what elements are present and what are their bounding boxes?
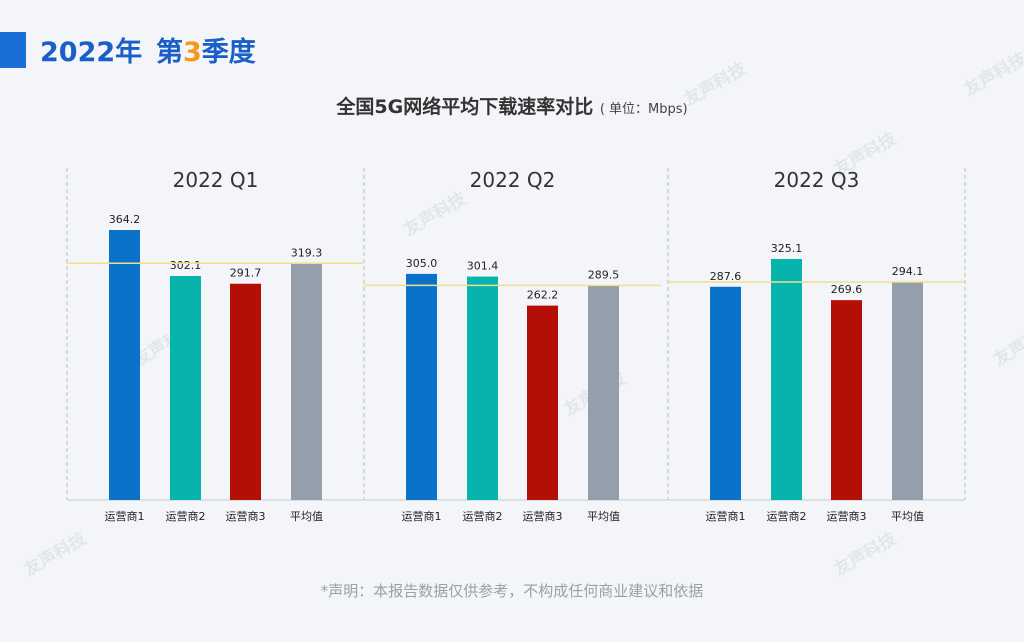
- category-label: 平均值: [891, 510, 924, 523]
- category-label: 运营商3: [827, 509, 867, 523]
- data-label: 364.2: [109, 213, 141, 226]
- chart-panel-1: 2022 Q1 364.2 运营商1 302.1 运营商2 291.7 运营商3 319.3 平…: [67, 168, 364, 523]
- bar-运营商1: [710, 286, 741, 500]
- bar-运营商2: [170, 276, 201, 500]
- header-accent-bar: [0, 32, 26, 68]
- data-label: 301.4: [467, 260, 499, 273]
- data-label: 305.0: [406, 257, 438, 270]
- bar-运营商3: [831, 300, 862, 500]
- quarter-number: 3: [183, 37, 202, 68]
- chart-panel-2: 2022 Q2 305.0 运营商1 301.4 运营商2 262.2 运营商3 289.5 平…: [364, 168, 661, 523]
- category-label: 平均值: [290, 510, 323, 523]
- chart-panel-3: 2022 Q3 287.6 运营商1 325.1 运营商2 269.6 运营商3 294.1 平…: [668, 168, 965, 523]
- category-label: 运营商3: [226, 509, 266, 523]
- data-label: 294.1: [892, 265, 924, 278]
- data-label: 319.3: [291, 246, 323, 259]
- category-label: 运营商3: [523, 509, 563, 523]
- bar-平均值: [892, 281, 923, 500]
- category-label: 运营商1: [402, 509, 442, 523]
- bar-运营商3: [527, 305, 558, 500]
- category-label: 运营商2: [767, 509, 807, 523]
- bar-平均值: [291, 263, 322, 500]
- quarter-suffix: 季度: [201, 37, 256, 68]
- panel-title: 2022 Q2: [470, 168, 556, 192]
- chart-title-text: 全国5G网络平均下载速率对比: [336, 96, 594, 118]
- data-label: 262.2: [527, 289, 559, 302]
- chart-unit: ( 单位：Mbps): [599, 102, 688, 117]
- bar-运营商1: [406, 273, 437, 500]
- bar-运营商1: [109, 230, 140, 500]
- header-quarter-title: 第3季度: [156, 30, 256, 69]
- panel-title: 2022 Q1: [173, 168, 259, 192]
- category-label: 平均值: [587, 510, 620, 523]
- category-label: 运营商1: [105, 509, 145, 523]
- data-label: 291.7: [230, 267, 262, 280]
- bar-平均值: [588, 285, 619, 500]
- data-label: 287.6: [710, 270, 742, 283]
- data-label: 269.6: [831, 283, 863, 296]
- category-label: 运营商1: [706, 509, 746, 523]
- data-label: 325.1: [771, 242, 803, 255]
- bar-运营商3: [230, 283, 261, 500]
- chart-title: 全国5G网络平均下载速率对比 ( 单位：Mbps): [0, 92, 1024, 119]
- data-label: 289.5: [588, 268, 620, 281]
- header-year-title: 2022年: [40, 37, 143, 68]
- data-label: 302.1: [170, 259, 202, 272]
- category-label: 运营商2: [166, 509, 206, 523]
- panel-title: 2022 Q3: [774, 168, 860, 192]
- bar-运营商2: [771, 258, 802, 500]
- bar-运营商2: [467, 276, 498, 500]
- category-label: 运营商2: [463, 509, 503, 523]
- quarter-prefix: 第: [156, 37, 183, 68]
- disclaimer: *声明：本报告数据仅供参考，不构成任何商业建议和依据: [320, 582, 704, 600]
